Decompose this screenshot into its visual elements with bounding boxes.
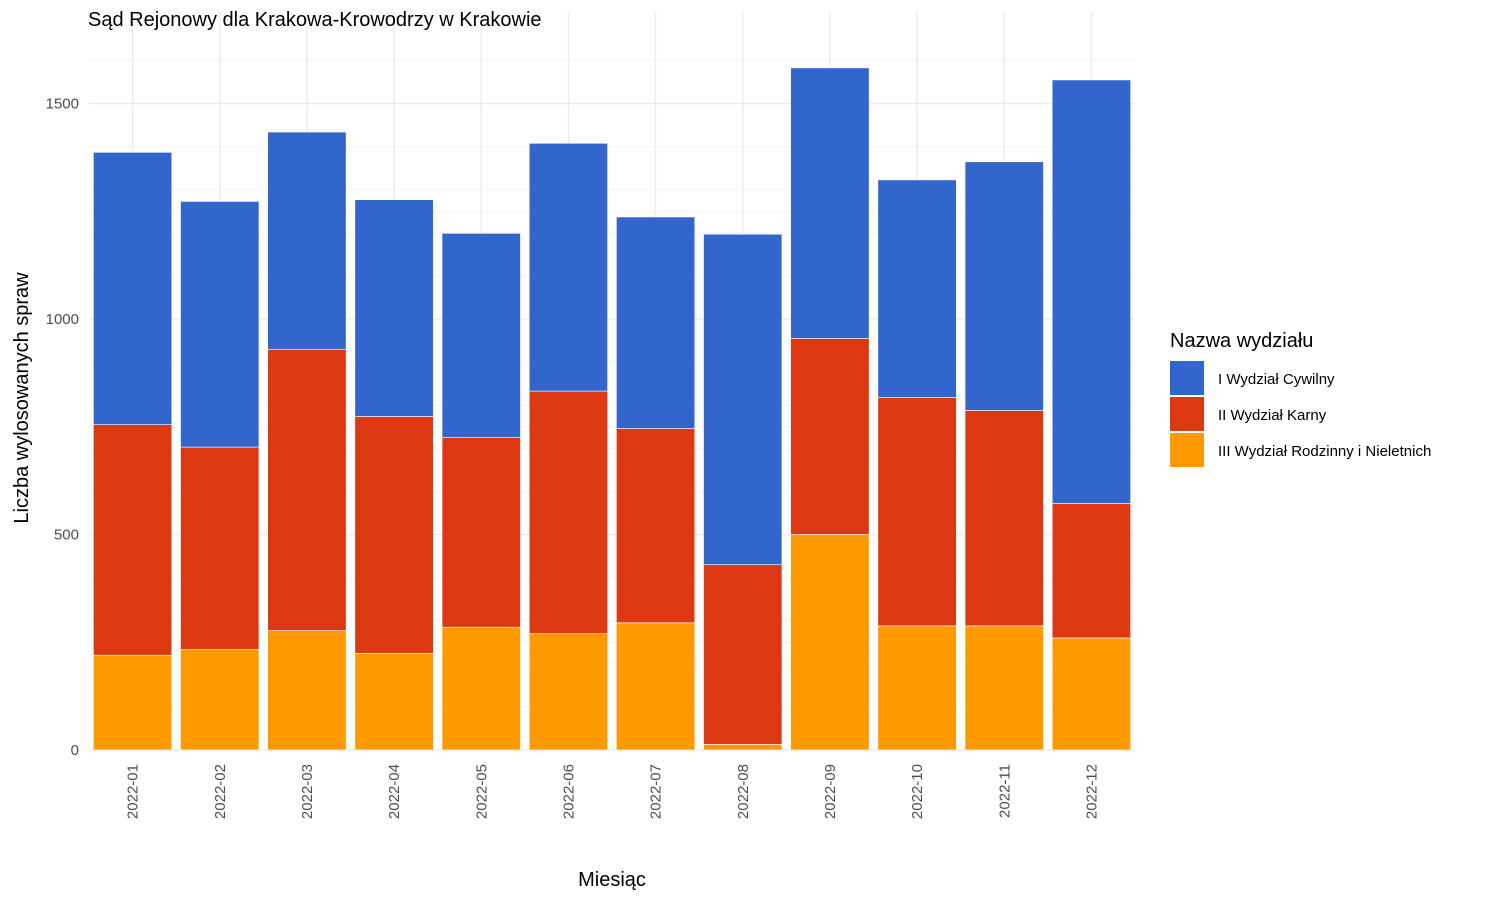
x-tick-label: 2022-05 bbox=[473, 764, 490, 819]
bar-segment bbox=[790, 67, 870, 339]
bar-segment bbox=[93, 424, 173, 656]
x-tick-label: 2022-11 bbox=[996, 764, 1013, 818]
legend-label: III Wydział Rodzinny i Nieletnich bbox=[1218, 443, 1431, 460]
bar-segment bbox=[877, 179, 957, 398]
legend: Nazwa wydziału I Wydział Cywilny II Wydzi… bbox=[1170, 330, 1431, 467]
x-tick-label: 2022-07 bbox=[648, 764, 665, 819]
bar-segment bbox=[441, 437, 521, 628]
bar-segment bbox=[790, 338, 870, 535]
bar-segment bbox=[877, 625, 957, 751]
legend-label: I Wydział Cywilny bbox=[1218, 371, 1335, 388]
chart-title: Sąd Rejonowy dla Krakowa-Krowodrzy w Kra… bbox=[88, 9, 542, 31]
bar-segment bbox=[877, 397, 957, 627]
bar-segment bbox=[964, 625, 1044, 751]
x-tick-label: 2022-03 bbox=[299, 764, 316, 819]
legend-label: II Wydział Karny bbox=[1218, 407, 1327, 424]
bar-segment bbox=[267, 131, 347, 350]
legend-title: Nazwa wydziału bbox=[1170, 330, 1313, 352]
bar-segment bbox=[1051, 503, 1131, 639]
bar-segment bbox=[616, 428, 696, 624]
bar-segment bbox=[354, 199, 434, 417]
bar-segment bbox=[1051, 637, 1131, 751]
bar-segment bbox=[528, 142, 608, 392]
legend-swatch bbox=[1170, 397, 1204, 431]
x-tick-label: 2022-06 bbox=[560, 764, 577, 819]
legend-swatch bbox=[1170, 361, 1204, 395]
x-tick-label: 2022-01 bbox=[125, 764, 142, 819]
bars-layer bbox=[93, 67, 1131, 751]
x-tick-label: 2022-02 bbox=[212, 764, 229, 819]
bar-segment bbox=[180, 649, 260, 751]
bar-segment bbox=[267, 630, 347, 751]
bar-segment bbox=[703, 744, 783, 751]
legend-items: I Wydział Cywilny II Wydział Karny III Wyd… bbox=[1170, 361, 1431, 467]
bar-segment bbox=[354, 416, 434, 654]
x-tick-label: 2022-09 bbox=[822, 764, 839, 819]
bar-segment bbox=[180, 446, 260, 650]
bar-segment bbox=[703, 233, 783, 566]
bar-segment bbox=[964, 161, 1044, 411]
bar-segment bbox=[616, 216, 696, 429]
bar-segment bbox=[354, 653, 434, 751]
bar-segment bbox=[528, 633, 608, 751]
bar-segment bbox=[964, 410, 1044, 627]
bar-segment bbox=[93, 654, 173, 751]
y-tick-label: 1500 bbox=[46, 96, 79, 113]
bar-segment bbox=[93, 152, 173, 425]
bar-segment bbox=[1051, 79, 1131, 504]
bar-segment bbox=[703, 564, 783, 745]
y-tick-label: 1000 bbox=[46, 311, 79, 328]
bar-segment bbox=[441, 233, 521, 438]
x-tick-label: 2022-08 bbox=[735, 764, 752, 819]
x-axis-title: Miesiąc bbox=[578, 869, 646, 891]
legend-swatch bbox=[1170, 433, 1204, 467]
bar-segment bbox=[616, 622, 696, 751]
x-tick-label: 2022-04 bbox=[386, 764, 403, 819]
y-tick-label: 500 bbox=[54, 527, 79, 544]
x-tick-label: 2022-10 bbox=[909, 764, 926, 819]
y-axis-title: Liczba wylosowanych spraw bbox=[11, 272, 33, 524]
bar-segment bbox=[441, 626, 521, 751]
axis-layer: 0 500 1000 1500 2022-01 2022-02 2022-03 2022-04… bbox=[46, 96, 1101, 819]
y-tick-label: 0 bbox=[71, 742, 79, 759]
bar-segment bbox=[267, 348, 347, 631]
bar-segment bbox=[180, 201, 260, 448]
bar-segment bbox=[790, 534, 870, 751]
bar-segment bbox=[528, 390, 608, 634]
x-tick-label: 2022-12 bbox=[1083, 764, 1100, 819]
